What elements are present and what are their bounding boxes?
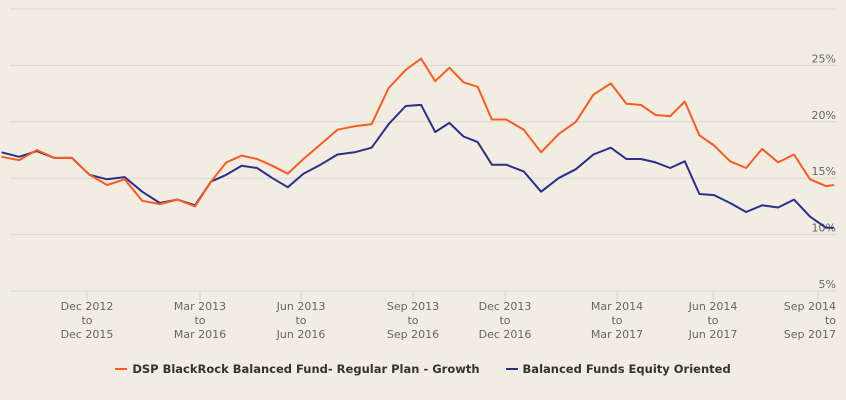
y-tick-label: 20% <box>812 109 836 122</box>
series-line-category <box>1 103 834 229</box>
x-tick-label: Dec 2012 to Dec 2015 <box>61 300 114 341</box>
x-tick-label: Jun 2014 to Jun 2017 <box>688 300 738 341</box>
y-tick-label: 25% <box>812 52 836 65</box>
x-tick-label-line: Mar 2014 <box>591 300 643 313</box>
x-tick-label-line: Sep 2017 <box>784 328 836 341</box>
x-tick-label-line: to <box>611 314 622 327</box>
y-tick-label: 10% <box>812 222 836 235</box>
x-tick-label-line: Mar 2017 <box>591 328 643 341</box>
x-tick-label-line: to <box>825 314 836 327</box>
x-tick-label: Dec 2013 to Dec 2016 <box>479 300 532 341</box>
legend-swatch-fund <box>115 368 128 370</box>
x-tick-label-line: Sep 2014 <box>784 300 836 313</box>
legend-swatch-category <box>505 368 518 370</box>
x-tick-label: Mar 2014 to Mar 2017 <box>591 300 643 341</box>
legend-label-fund: DSP BlackRock Balanced Fund- Regular Pla… <box>132 362 480 376</box>
x-tick-label-line: Dec 2016 <box>479 328 532 341</box>
y-tick-label: 15% <box>812 165 836 178</box>
x-tick-label-line: to <box>295 314 306 327</box>
x-tick-label: Sep 2013 to Sep 2016 <box>387 300 439 341</box>
x-tick-label-line: Sep 2013 <box>387 300 439 313</box>
x-tick-label: Sep 2014 to Sep 2017 <box>784 300 837 341</box>
x-tick-label-line: Mar 2013 <box>174 300 226 313</box>
x-tick-label-line: Sep 2016 <box>387 328 439 341</box>
x-tick-label-line: Dec 2015 <box>61 328 114 341</box>
x-tick-label: Mar 2013 to Mar 2016 <box>174 300 226 341</box>
x-tick-label-line: Jun 2014 <box>688 300 738 313</box>
x-tick-label-line: to <box>499 314 510 327</box>
legend-label-category: Balanced Funds Equity Oriented <box>522 362 731 376</box>
y-tick-label: 5% <box>819 278 836 291</box>
x-tick-label-line: Mar 2016 <box>174 328 226 341</box>
legend-item-fund[interactable]: DSP BlackRock Balanced Fund- Regular Pla… <box>115 362 480 376</box>
x-tick-label: Jun 2013 to Jun 2016 <box>276 300 326 341</box>
legend-item-category[interactable]: Balanced Funds Equity Oriented <box>505 362 731 376</box>
x-tick-label-line: to <box>81 314 92 327</box>
x-tick-label-line: to <box>707 314 718 327</box>
x-tick-label-line: to <box>194 314 205 327</box>
x-tick-label-line: Dec 2013 <box>479 300 532 313</box>
legend: DSP BlackRock Balanced Fund- Regular Pla… <box>0 362 846 376</box>
x-tick-label-line: Jun 2017 <box>688 328 738 341</box>
series-line-fund <box>1 57 835 208</box>
x-tick-label-line: Jun 2013 <box>276 300 326 313</box>
x-tick-label-line: to <box>407 314 418 327</box>
x-tick-label-line: Jun 2016 <box>276 328 326 341</box>
x-tick-label-line: Dec 2012 <box>61 300 114 313</box>
